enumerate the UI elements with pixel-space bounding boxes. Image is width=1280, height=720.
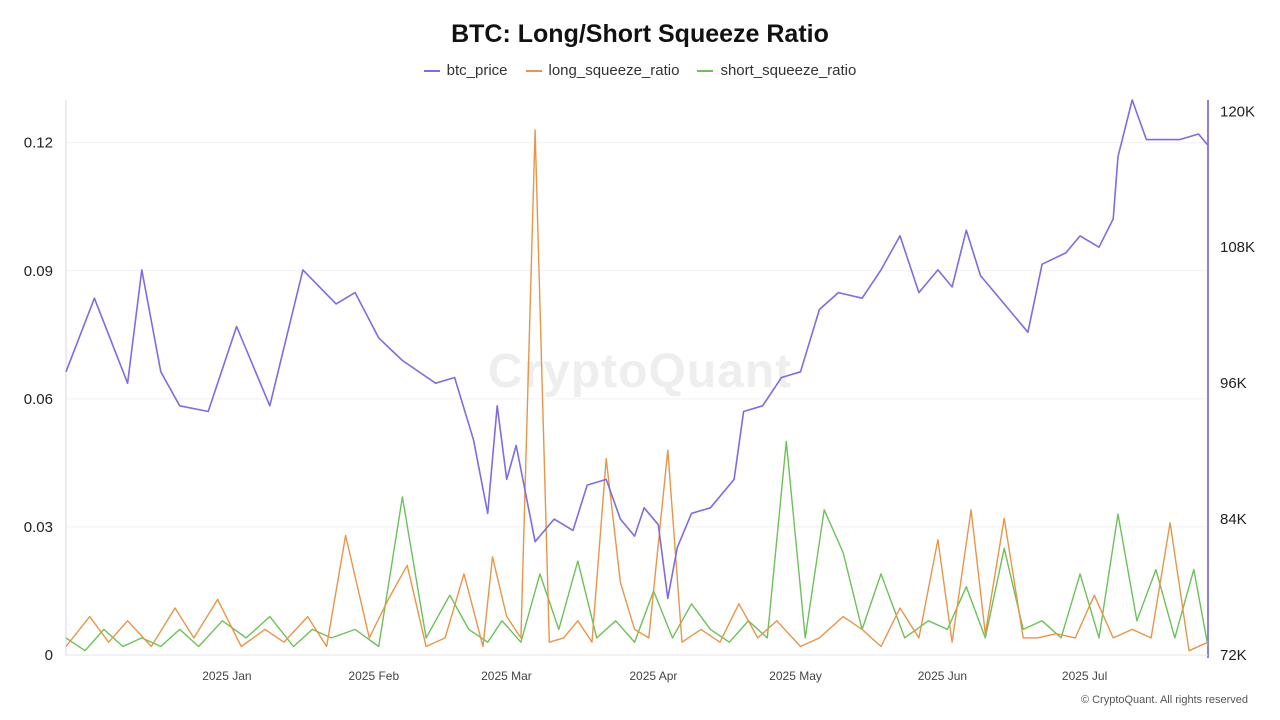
legend-item-short-squeeze[interactable]: short_squeeze_ratio xyxy=(697,62,856,79)
copyright-footer: © CryptoQuant. All rights reserved xyxy=(1080,694,1248,706)
legend-label-btc-price: btc_price xyxy=(446,62,508,79)
legend-swatch-long-squeeze xyxy=(525,69,542,72)
series-line-btc-price xyxy=(65,99,1209,600)
series-line-short-squeeze-ratio xyxy=(65,440,1209,652)
y-left-tick-label: 0 xyxy=(45,647,53,664)
y-left-tick-label: 0.09 xyxy=(24,263,53,280)
legend-item-long-squeeze[interactable]: long_squeeze_ratio xyxy=(525,62,680,79)
chart-title: BTC: Long/Short Squeeze Ratio xyxy=(451,20,829,48)
watermark-logo: CryptoQuant xyxy=(487,345,793,398)
series-line-long-squeeze-ratio xyxy=(65,129,1209,652)
legend-swatch-short-squeeze xyxy=(697,69,714,72)
legend-label-short-squeeze: short_squeeze_ratio xyxy=(720,62,857,79)
legend-swatch-btc-price xyxy=(423,69,440,72)
y-left-tick-label: 0.03 xyxy=(24,519,53,536)
y-right-tick-label: 108K xyxy=(1220,239,1255,256)
y-left-tick-label: 0.12 xyxy=(24,135,53,152)
y-right-tick-label: 96K xyxy=(1220,375,1247,392)
x-tick-label: 2025 Jul xyxy=(1062,669,1107,683)
y-left-tick-label: 0.06 xyxy=(24,391,53,408)
x-tick-label: 2025 May xyxy=(769,669,822,683)
y-right-tick-label: 84K xyxy=(1220,511,1247,528)
x-tick-label: 2025 Feb xyxy=(348,669,399,683)
grid-lines xyxy=(66,142,1208,528)
chart-legend: btc_price long_squeeze_ratio short_squee… xyxy=(0,62,1280,79)
x-tick-label: 2025 Jun xyxy=(918,669,967,683)
x-tick-label: 2025 Jan xyxy=(202,669,251,683)
y-right-tick-label: 120K xyxy=(1220,103,1255,120)
legend-label-long-squeeze: long_squeeze_ratio xyxy=(548,62,680,79)
x-tick-label: 2025 Apr xyxy=(629,669,677,683)
legend-item-btc-price[interactable]: btc_price xyxy=(423,62,508,79)
y-right-tick-label: 72K xyxy=(1220,647,1247,664)
x-tick-label: 2025 Mar xyxy=(481,669,532,683)
